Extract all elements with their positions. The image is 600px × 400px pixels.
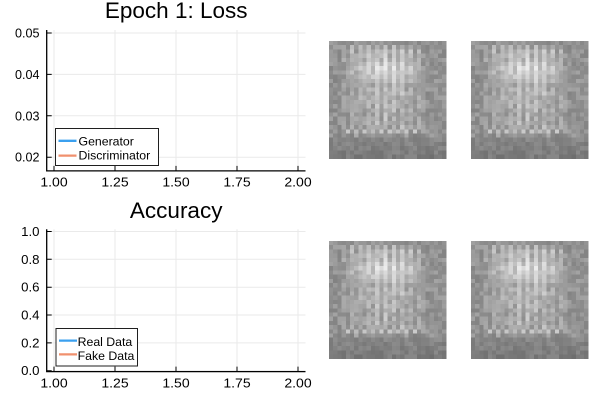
svg-text:0.4: 0.4 (21, 309, 39, 323)
svg-text:2.00: 2.00 (284, 377, 311, 391)
svg-text:0.04: 0.04 (15, 68, 40, 82)
svg-text:Real Data: Real Data (78, 335, 133, 349)
svg-text:1.25: 1.25 (101, 176, 128, 190)
svg-text:0.02: 0.02 (15, 151, 40, 165)
svg-text:2.00: 2.00 (284, 176, 311, 190)
svg-text:Fake Data: Fake Data (78, 349, 135, 363)
svg-text:1.75: 1.75 (223, 377, 250, 391)
svg-text:0.2: 0.2 (21, 336, 39, 350)
svg-text:0.05: 0.05 (15, 27, 40, 41)
svg-text:1.25: 1.25 (101, 377, 128, 391)
svg-text:1.50: 1.50 (162, 377, 189, 391)
svg-text:0.6: 0.6 (21, 281, 39, 295)
svg-text:1.00: 1.00 (40, 176, 67, 190)
svg-text:Accuracy: Accuracy (130, 198, 223, 223)
svg-text:Discriminator: Discriminator (79, 149, 151, 163)
svg-text:1.00: 1.00 (40, 377, 67, 391)
svg-text:0.03: 0.03 (15, 109, 40, 123)
svg-text:1.75: 1.75 (223, 176, 250, 190)
svg-text:0.8: 0.8 (21, 253, 39, 267)
svg-text:Generator: Generator (79, 135, 134, 149)
svg-text:1.50: 1.50 (162, 176, 189, 190)
svg-text:0.0: 0.0 (21, 364, 39, 378)
svg-text:Epoch 1: Loss: Epoch 1: Loss (105, 0, 248, 23)
svg-text:1.0: 1.0 (21, 225, 39, 239)
